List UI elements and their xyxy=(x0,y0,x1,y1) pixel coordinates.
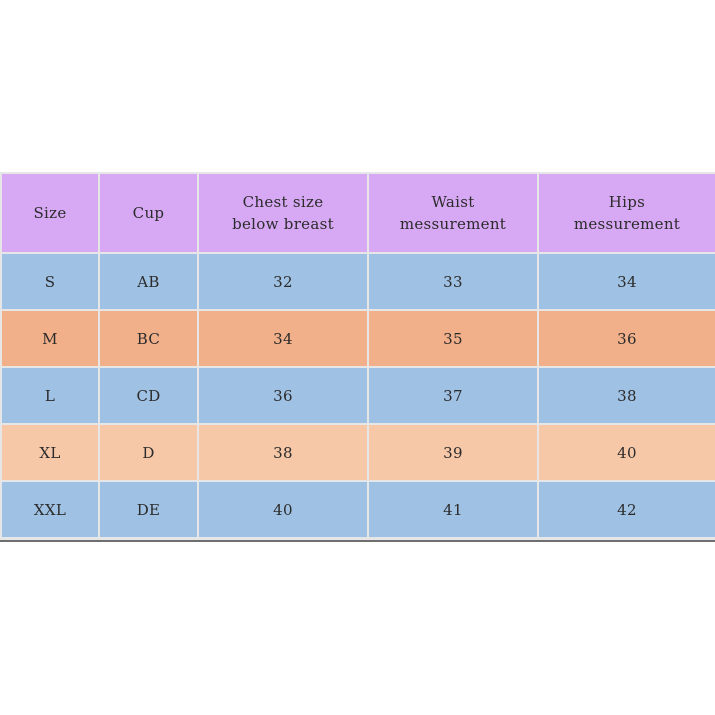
header-chest-size: Chest size below breast xyxy=(199,174,367,252)
cell-chest: 40 xyxy=(199,482,367,537)
cell-hips: 36 xyxy=(539,311,715,366)
cell-hips: 38 xyxy=(539,368,715,423)
header-waist: Waist messurement xyxy=(369,174,537,252)
size-chart-table: Size Cup Chest size below breast Waist m… xyxy=(0,172,715,542)
header-cup: Cup xyxy=(100,174,197,252)
cell-cup: AB xyxy=(100,254,197,309)
cell-cup: DE xyxy=(100,482,197,537)
cell-chest: 36 xyxy=(199,368,367,423)
cell-chest: 34 xyxy=(199,311,367,366)
cell-waist: 41 xyxy=(369,482,537,537)
table-header-row: Size Cup Chest size below breast Waist m… xyxy=(2,174,715,252)
cell-chest: 32 xyxy=(199,254,367,309)
cell-hips: 42 xyxy=(539,482,715,537)
cell-waist: 33 xyxy=(369,254,537,309)
cell-size: L xyxy=(2,368,98,423)
cell-cup: CD xyxy=(100,368,197,423)
header-hips: Hips messurement xyxy=(539,174,715,252)
cell-size: M xyxy=(2,311,98,366)
table-row: XL D 38 39 40 xyxy=(2,425,715,480)
cell-size: S xyxy=(2,254,98,309)
cell-cup: BC xyxy=(100,311,197,366)
table-row: M BC 34 35 36 xyxy=(2,311,715,366)
cell-cup: D xyxy=(100,425,197,480)
table-bottom-divider xyxy=(0,540,715,542)
cell-waist: 35 xyxy=(369,311,537,366)
header-size: Size xyxy=(2,174,98,252)
table-row: L CD 36 37 38 xyxy=(2,368,715,423)
table-row: S AB 32 33 34 xyxy=(2,254,715,309)
cell-size: XL xyxy=(2,425,98,480)
cell-size: XXL xyxy=(2,482,98,537)
cell-waist: 37 xyxy=(369,368,537,423)
table-row: XXL DE 40 41 42 xyxy=(2,482,715,537)
cell-waist: 39 xyxy=(369,425,537,480)
cell-hips: 40 xyxy=(539,425,715,480)
cell-chest: 38 xyxy=(199,425,367,480)
cell-hips: 34 xyxy=(539,254,715,309)
